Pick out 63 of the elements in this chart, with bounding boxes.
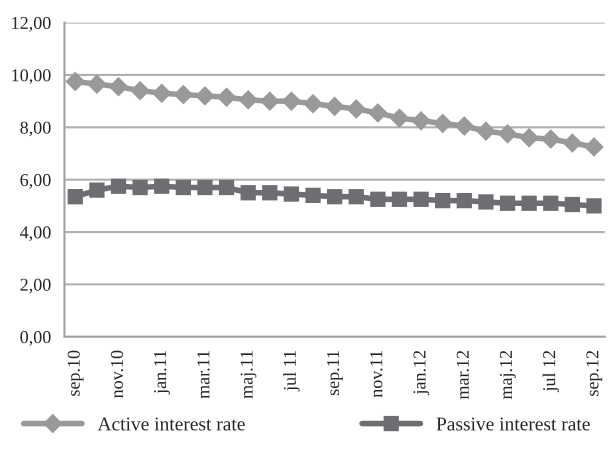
point	[108, 76, 128, 97]
point	[368, 103, 388, 123]
x-tick-label: mar.12	[456, 350, 469, 400]
point	[478, 194, 494, 210]
x-tick-label: maj.12	[500, 350, 516, 400]
point	[432, 114, 453, 134]
point	[240, 185, 256, 200]
x-tick-label: jan.11	[154, 351, 170, 394]
point	[346, 99, 366, 119]
x-tick-label: sep.10	[68, 350, 84, 396]
point	[519, 128, 539, 148]
x-tick-label: jul 11	[283, 351, 300, 392]
x-tick-label: jul 12	[542, 350, 559, 392]
x-tick-label: jan.12	[413, 350, 430, 396]
point	[413, 192, 429, 207]
y-tick-label: 8,00	[20, 122, 51, 136]
point	[435, 192, 450, 208]
legend-label: Passive interest rate	[436, 417, 590, 431]
y-tick-label: 4,00	[20, 226, 51, 242]
point	[476, 121, 496, 142]
point	[498, 124, 518, 144]
x-tick-label: maj.11	[240, 351, 256, 399]
point	[411, 110, 431, 131]
point	[284, 186, 300, 202]
point	[456, 192, 472, 208]
point	[262, 185, 278, 200]
point	[562, 133, 582, 153]
point	[326, 189, 342, 204]
point	[392, 192, 408, 207]
x-tick-label: sep.12	[586, 350, 602, 396]
y-tick-label: 6,00	[20, 174, 51, 189]
point	[303, 94, 323, 114]
point	[543, 196, 558, 211]
x-tick-label: nov.10	[110, 350, 124, 398]
point	[87, 74, 107, 94]
point	[305, 188, 321, 204]
point	[584, 137, 604, 157]
point	[89, 182, 105, 198]
point	[522, 196, 537, 211]
y-tick-label: 0,00	[20, 330, 51, 346]
point	[390, 108, 410, 128]
point	[370, 192, 386, 207]
legend-label: Active interest rate	[98, 417, 245, 431]
point	[564, 196, 580, 212]
point	[324, 96, 344, 116]
y-tick-label: 12,00	[12, 16, 51, 32]
x-tick-label: sep.11	[327, 351, 343, 396]
point	[132, 180, 148, 196]
point	[176, 180, 191, 196]
point	[218, 180, 234, 196]
point	[110, 178, 126, 194]
x-tick-label: mar.11	[197, 351, 210, 399]
x-tick-label: nov.11	[370, 351, 382, 398]
y-tick-label: 2,00	[20, 278, 51, 294]
point	[130, 80, 150, 100]
point	[154, 178, 170, 194]
point	[348, 189, 364, 204]
point	[586, 198, 602, 214]
point	[500, 196, 516, 211]
point	[65, 72, 86, 92]
y-tick-label: 10,00	[12, 69, 51, 84]
point	[197, 180, 213, 196]
point	[68, 189, 83, 204]
